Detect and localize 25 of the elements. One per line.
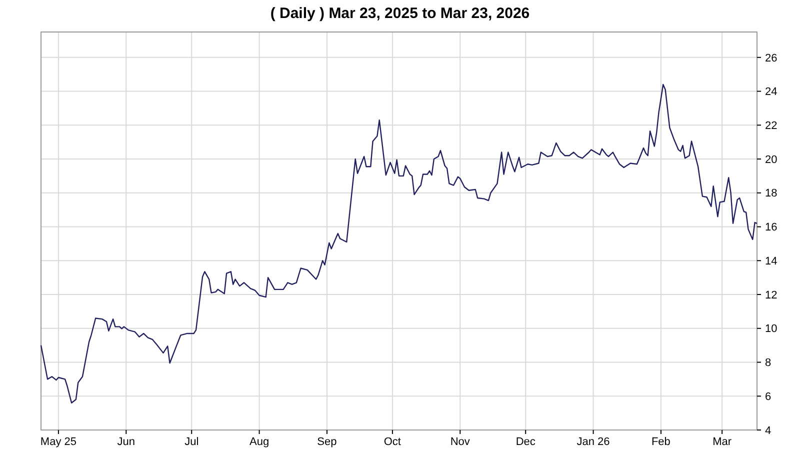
x-tick-label: Feb bbox=[651, 436, 670, 448]
x-tick-label: Mar bbox=[712, 436, 732, 448]
x-tick-label: Jun bbox=[117, 436, 136, 448]
y-tick-label: 22 bbox=[765, 120, 778, 132]
line-series bbox=[40, 84, 758, 404]
y-tick-label: 6 bbox=[765, 390, 772, 403]
y-tick-label: 20 bbox=[765, 154, 778, 166]
x-tick-label: Jan 26 bbox=[576, 436, 610, 448]
chart-title: ( Daily ) Mar 23, 2025 to Mar 23, 2026 bbox=[270, 5, 530, 22]
x-tick-label: Aug bbox=[250, 436, 270, 448]
x-tick-label: Oct bbox=[384, 436, 402, 448]
x-tick-label: Jul bbox=[184, 436, 199, 448]
x-tick-label: May 25 bbox=[40, 436, 76, 448]
y-tick-label: 8 bbox=[765, 357, 772, 370]
x-tick-label: Sep bbox=[317, 436, 337, 448]
y-tick-label: 24 bbox=[765, 86, 778, 98]
y-tick-label: 26 bbox=[765, 52, 778, 64]
x-tick-label: Nov bbox=[450, 436, 470, 448]
x-tick-label: Dec bbox=[516, 436, 536, 448]
y-tick-label: 14 bbox=[765, 255, 778, 268]
y-tick-label: 16 bbox=[765, 222, 778, 234]
y-tick-label: 10 bbox=[765, 323, 778, 336]
y-tick-label: 4 bbox=[765, 424, 772, 437]
y-tick-label: 12 bbox=[765, 289, 778, 302]
y-tick-label: 18 bbox=[765, 188, 778, 200]
